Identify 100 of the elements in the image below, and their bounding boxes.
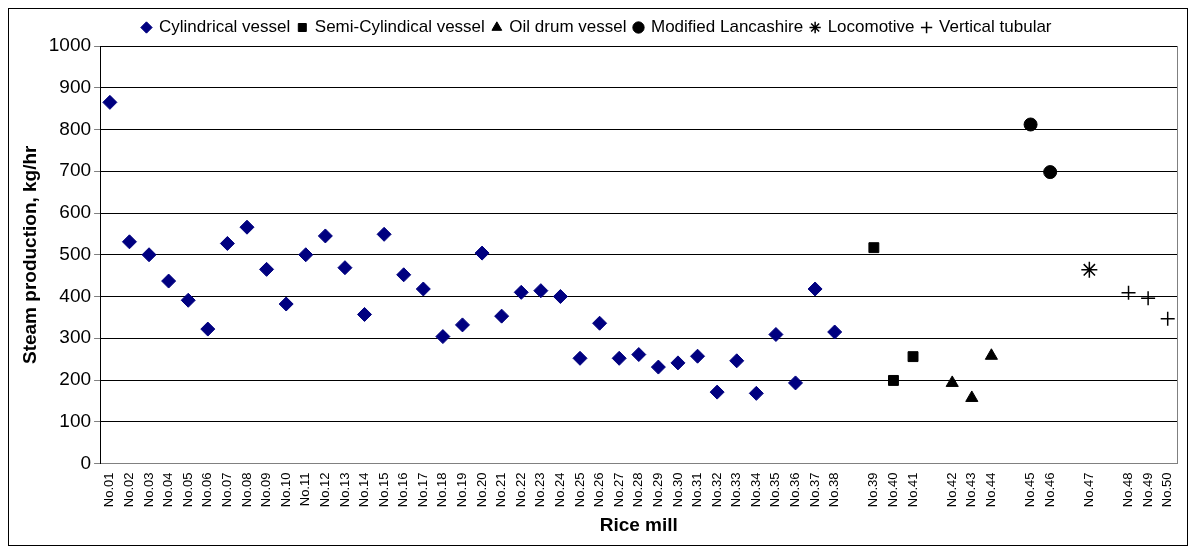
x-tick-label: No.11 bbox=[297, 472, 313, 507]
point bbox=[868, 242, 880, 254]
legend-label: Semi-Cylindical vessel bbox=[314, 17, 485, 37]
x-tick-label: No.50 bbox=[1159, 472, 1175, 508]
x-tick-label: No.08 bbox=[238, 472, 254, 508]
point bbox=[768, 327, 784, 342]
x-tick-label: No.48 bbox=[1120, 472, 1136, 508]
point bbox=[376, 226, 392, 242]
x-tick-label: No.09 bbox=[258, 472, 274, 508]
x-tick-label: No.31 bbox=[689, 472, 705, 508]
x-tick-label: No.12 bbox=[316, 472, 332, 508]
point bbox=[670, 355, 686, 371]
point bbox=[552, 289, 568, 305]
x-axis-title: Rice mill bbox=[599, 513, 678, 535]
x-tick-label: No.07 bbox=[218, 472, 234, 508]
x-tick-label: No.01 bbox=[101, 472, 117, 508]
point bbox=[650, 359, 666, 375]
x-tick-label: No.33 bbox=[728, 472, 744, 508]
point bbox=[748, 385, 764, 401]
point bbox=[631, 347, 647, 363]
point bbox=[1159, 310, 1176, 327]
x-tick-label: No.17 bbox=[414, 472, 430, 508]
x-tick-label: No.14 bbox=[356, 472, 372, 508]
point bbox=[200, 321, 216, 337]
y-tick-label: 200 bbox=[59, 368, 92, 390]
x-tick-label: No.29 bbox=[649, 472, 665, 508]
x-tick-label: No.19 bbox=[454, 472, 470, 508]
point bbox=[888, 374, 899, 386]
x-tick-label: No.06 bbox=[199, 472, 215, 508]
x-tick-label: No.21 bbox=[493, 472, 509, 508]
y-tick-label: 0 bbox=[80, 451, 92, 473]
point bbox=[611, 350, 627, 366]
x-tick-label: No.39 bbox=[865, 472, 881, 508]
x-tick-label: No.15 bbox=[375, 472, 391, 508]
point bbox=[494, 308, 510, 324]
point bbox=[396, 267, 412, 283]
point bbox=[907, 351, 919, 363]
legend-label: Cylindrical vessel bbox=[158, 17, 291, 37]
point bbox=[572, 350, 588, 366]
y-tick-label: 300 bbox=[59, 326, 92, 348]
point bbox=[357, 306, 373, 322]
point bbox=[709, 384, 725, 400]
point bbox=[1140, 290, 1156, 306]
x-tick-label: No.30 bbox=[669, 472, 685, 508]
x-tick-label: No.38 bbox=[826, 472, 842, 508]
x-tick-label: No.23 bbox=[532, 472, 548, 508]
point bbox=[102, 94, 118, 110]
point bbox=[121, 234, 137, 250]
x-tick-label: No.40 bbox=[885, 472, 901, 508]
x-tick-label: No.26 bbox=[591, 472, 607, 508]
y-tick-label: 500 bbox=[59, 242, 92, 264]
y-tick-label: 900 bbox=[59, 75, 92, 97]
point bbox=[180, 292, 196, 308]
x-tick-label: No.10 bbox=[277, 472, 293, 508]
point bbox=[965, 390, 979, 402]
point bbox=[1043, 165, 1058, 180]
x-tick-label: No.45 bbox=[1022, 472, 1038, 508]
x-tick-label: No.34 bbox=[747, 472, 763, 508]
point bbox=[298, 247, 314, 263]
point bbox=[474, 245, 490, 261]
point bbox=[278, 296, 294, 312]
legend-label: Locomotive bbox=[827, 17, 915, 37]
x-tick-label: No.28 bbox=[630, 472, 646, 508]
x-tick-label: No.41 bbox=[904, 472, 920, 508]
y-tick-label: 600 bbox=[59, 201, 92, 223]
x-tick-label: No.04 bbox=[160, 472, 176, 508]
legend-label: Modified Lancashire bbox=[650, 17, 804, 37]
point bbox=[690, 348, 706, 364]
point bbox=[415, 281, 431, 297]
legend-label: Vertical tubular bbox=[939, 17, 1052, 37]
point bbox=[984, 348, 998, 360]
x-tick-label: No.36 bbox=[787, 472, 803, 508]
x-tick-label: No.24 bbox=[552, 472, 567, 508]
point bbox=[239, 219, 255, 235]
y-tick-label: 1000 bbox=[48, 34, 92, 56]
x-tick-label: No.43 bbox=[963, 472, 979, 508]
point bbox=[533, 283, 549, 299]
x-tick-label: No.02 bbox=[121, 472, 137, 508]
x-tick-label: No.16 bbox=[395, 472, 411, 508]
point bbox=[337, 260, 353, 276]
y-tick-label: 800 bbox=[59, 117, 92, 139]
x-tick-label: No.44 bbox=[982, 472, 998, 508]
x-tick-label: No.27 bbox=[610, 472, 626, 508]
point bbox=[1023, 117, 1038, 132]
point bbox=[788, 375, 803, 391]
point bbox=[161, 273, 177, 289]
y-tick-label: 400 bbox=[59, 284, 92, 306]
x-tick-label: No.37 bbox=[806, 472, 822, 508]
x-tick-label: No.22 bbox=[512, 472, 528, 508]
point bbox=[1120, 285, 1137, 301]
x-tick-label: No.18 bbox=[434, 472, 450, 508]
x-tick-label: No.47 bbox=[1080, 472, 1096, 508]
point bbox=[141, 247, 157, 263]
point bbox=[513, 284, 529, 300]
x-tick-label: No.42 bbox=[943, 472, 959, 508]
x-tick-label: No.25 bbox=[571, 472, 587, 508]
x-tick-label: No.49 bbox=[1139, 472, 1155, 508]
x-tick-label: No.46 bbox=[1041, 472, 1057, 508]
x-tick-label: No.03 bbox=[140, 472, 156, 508]
point bbox=[454, 317, 470, 333]
